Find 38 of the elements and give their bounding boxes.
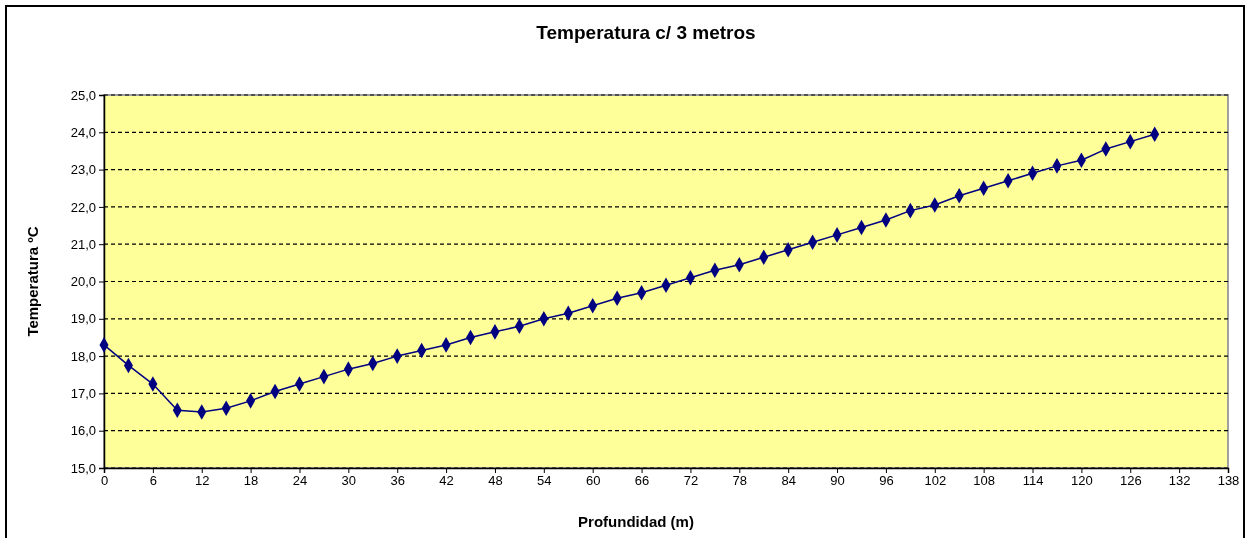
x-tick-label: 102 <box>924 473 947 489</box>
y-tick-label: 20,0 <box>70 274 96 290</box>
x-tick-label: 6 <box>149 473 157 489</box>
x-tick-label: 84 <box>781 473 796 489</box>
x-tick-label: 0 <box>100 473 109 489</box>
x-tick-label: 30 <box>341 473 357 489</box>
chart-title: Temperatura c/ 3 metros <box>536 22 756 43</box>
y-tick-label: 18,0 <box>70 348 96 364</box>
x-tick-label: 12 <box>195 473 210 489</box>
x-tick-label: 78 <box>732 473 748 489</box>
x-tick-label: 138 <box>1217 473 1240 489</box>
x-tick-label: 126 <box>1119 473 1142 489</box>
x-tick-label: 72 <box>683 473 699 489</box>
x-tick-label: 108 <box>973 473 995 489</box>
y-tick-label: 15,0 <box>70 460 96 476</box>
x-tick-label: 60 <box>585 473 601 489</box>
x-tick-label: 132 <box>1168 473 1191 489</box>
y-tick-label: 19,0 <box>70 311 96 327</box>
y-tick-label: 23,0 <box>70 162 96 178</box>
x-tick-label: 54 <box>537 473 552 489</box>
y-tick-label: 16,0 <box>70 423 96 439</box>
x-tick-label: 42 <box>439 473 454 489</box>
x-tick-label: 90 <box>830 473 845 489</box>
y-axis-title: Temperatura ºC <box>24 226 41 337</box>
x-tick-label: 18 <box>243 473 259 489</box>
y-tick-label: 25,0 <box>70 87 96 103</box>
x-tick-label: 114 <box>1022 473 1044 489</box>
x-axis-title: Profundidad (m) <box>578 513 694 530</box>
x-tick-label: 120 <box>1071 473 1093 489</box>
y-tick-label: 22,0 <box>70 199 96 215</box>
y-tick-label: 21,0 <box>70 236 96 252</box>
x-tick-label: 96 <box>879 473 894 489</box>
x-tick-label: 66 <box>634 473 650 489</box>
x-tick-label: 48 <box>488 473 503 489</box>
x-tick-label: 36 <box>390 473 405 489</box>
x-tick-label: 24 <box>292 473 308 489</box>
y-tick-label: 17,0 <box>70 386 96 402</box>
y-tick-label: 24,0 <box>70 124 96 140</box>
